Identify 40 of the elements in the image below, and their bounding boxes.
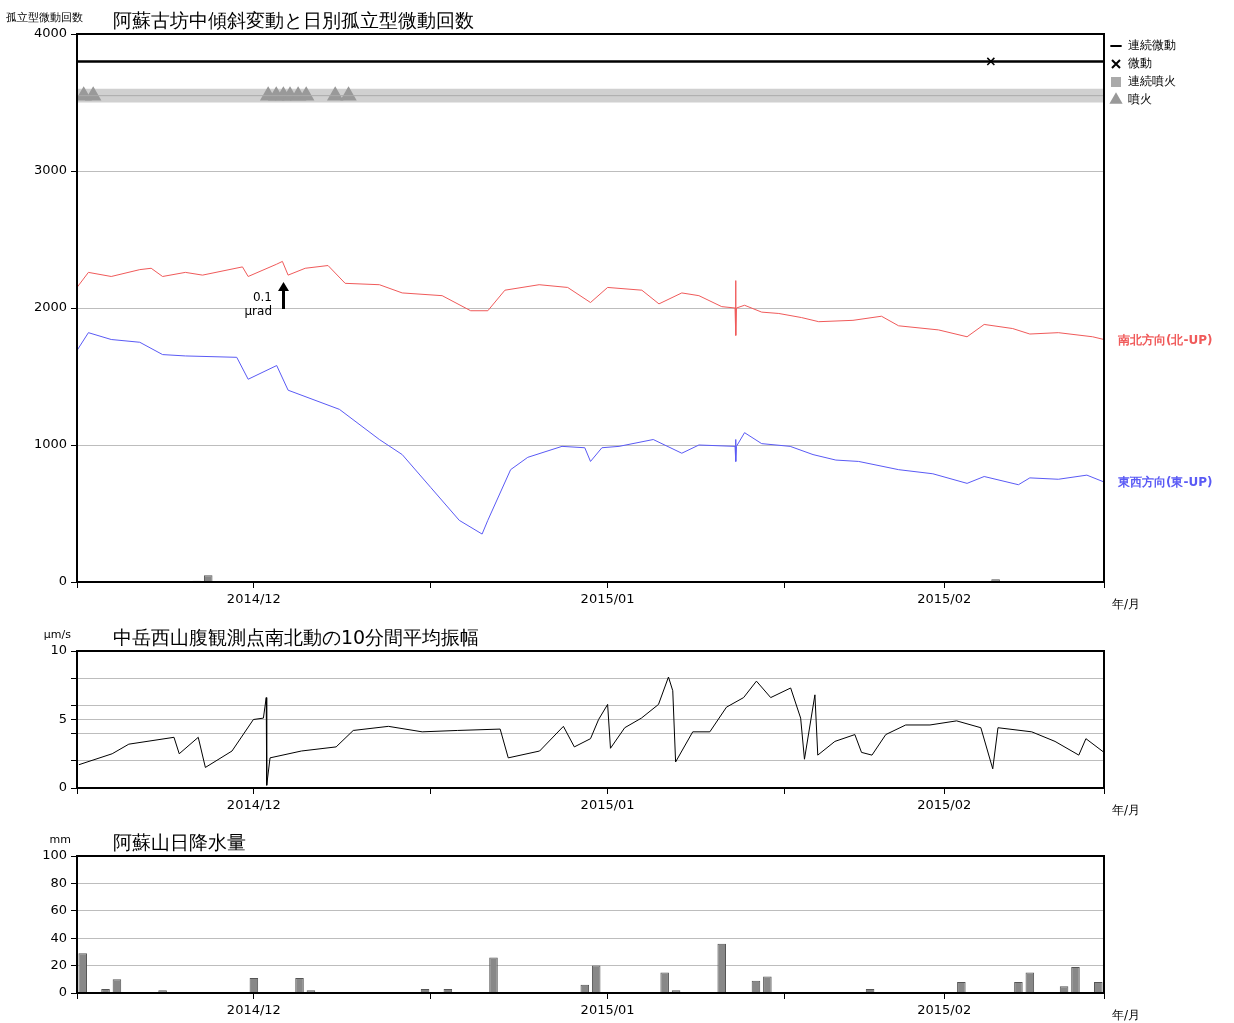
x-axis-title: 年/月 — [1112, 803, 1141, 817]
chart-title: 阿蘇古坊中傾斜変動と日別孤立型微動回数 — [113, 9, 474, 31]
series-label: 東西方向(東-UP) — [1117, 474, 1213, 489]
chart-title: 阿蘇山日降水量 — [113, 831, 246, 853]
annotation: μrad — [244, 304, 272, 318]
y-tick-label: 0 — [58, 779, 67, 795]
legend-label: 微動 — [1128, 56, 1152, 71]
chart-title: 中岳西山腹観測点南北動の10分間平均振幅 — [113, 626, 480, 648]
legend-label: 噴火 — [1128, 92, 1152, 107]
y-tick-label: 20 — [50, 956, 67, 972]
x-tick-label: 2014/12 — [226, 797, 281, 813]
y-axis-title: mm — [49, 833, 72, 846]
y-tick-label: 3000 — [33, 162, 67, 178]
x-tick-label: 2015/01 — [580, 797, 635, 813]
y-tick-label: 0 — [58, 984, 67, 1000]
y-axis-title: 孤立型微動回数 — [6, 11, 83, 24]
y-tick-label: 4000 — [33, 25, 67, 41]
y-tick-label: 10 — [50, 642, 67, 658]
y-tick-label: 0 — [58, 573, 67, 589]
x-tick-label: 2015/02 — [917, 1002, 972, 1018]
x-tick-label: 2015/02 — [917, 591, 972, 607]
series-label: 南北方向(北-UP) — [1117, 332, 1213, 347]
x-axis-title: 年/月 — [1112, 1008, 1141, 1022]
x-tick-label: 2014/12 — [226, 1002, 281, 1018]
x-tick-label: 2015/02 — [917, 797, 972, 813]
y-tick-label: 40 — [50, 929, 67, 945]
y-tick-label: 1000 — [33, 436, 67, 452]
legend-label: 連続噴火 — [1128, 74, 1176, 89]
y-tick-label: 80 — [50, 874, 67, 890]
y-tick-label: 2000 — [33, 299, 67, 315]
x-tick-label: 2014/12 — [226, 591, 281, 607]
legend-label: 連続微動 — [1128, 38, 1176, 53]
annotation: 0.1 — [252, 290, 272, 304]
y-axis-title: μm/s — [43, 628, 72, 641]
x-tick-label: 2015/01 — [580, 591, 635, 607]
x-tick-label: 2015/01 — [580, 1002, 635, 1018]
x-axis-title: 年/月 — [1112, 597, 1141, 611]
y-tick-label: 5 — [58, 710, 67, 726]
y-tick-label: 60 — [50, 902, 67, 918]
y-tick-label: 100 — [42, 847, 67, 863]
